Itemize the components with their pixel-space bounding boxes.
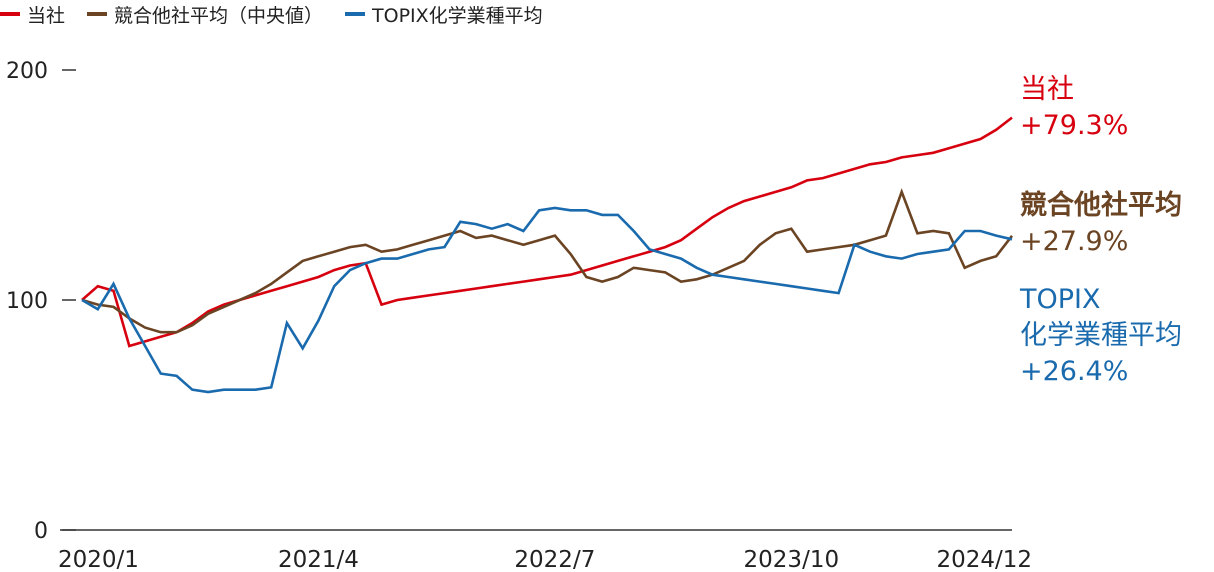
legend-label-competitors: 競合他社平均（中央値） [114,4,324,27]
end-label-topix-name-line2: 化学業種平均 [1020,320,1182,351]
legend-swatch-company [0,12,20,16]
legend-label-topix: TOPIX化学業種平均 [372,4,543,27]
x-tick-label-1: 2021/4 [278,547,359,572]
end-label-topix: TOPIX 化学業種平均 +26.4% [1020,282,1182,390]
end-label-competitors-value: +27.9% [1020,226,1129,257]
legend-item-topix: TOPIX化学業種平均 [345,1,543,28]
legend-item-competitors: 競合他社平均（中央値） [87,1,323,28]
series-line-0 [81,116,1013,348]
end-label-company-value: +79.3% [1020,110,1129,141]
legend-swatch-topix [345,12,366,16]
end-label-topix-value: +26.4% [1020,356,1129,387]
y-tick-label-0: 0 [34,519,48,544]
x-tick-label-2: 2022/7 [514,547,595,572]
x-tick-label-4: 2024/12 [936,547,1032,572]
legend-item-company: 当社 [0,1,65,28]
end-label-company: 当社 +79.3% [1020,72,1128,144]
y-tick-label-100: 100 [6,289,48,314]
chart-legend: 当社 競合他社平均（中央値） TOPIX化学業種平均 [0,0,565,28]
legend-label-company: 当社 [27,4,66,27]
x-tick-label-0: 2020/1 [58,547,139,572]
y-tick-label-200: 200 [6,59,48,84]
series-line-2 [81,206,1013,394]
end-label-company-name: 当社 [1020,74,1074,105]
end-label-competitors-name: 競合他社平均 [1020,190,1182,221]
end-label-topix-name-line1: TOPIX [1020,284,1101,315]
end-label-competitors: 競合他社平均 +27.9% [1020,188,1182,260]
x-tick-label-3: 2023/10 [744,547,840,572]
legend-swatch-competitors [87,12,108,16]
series-line-1 [81,188,1014,334]
